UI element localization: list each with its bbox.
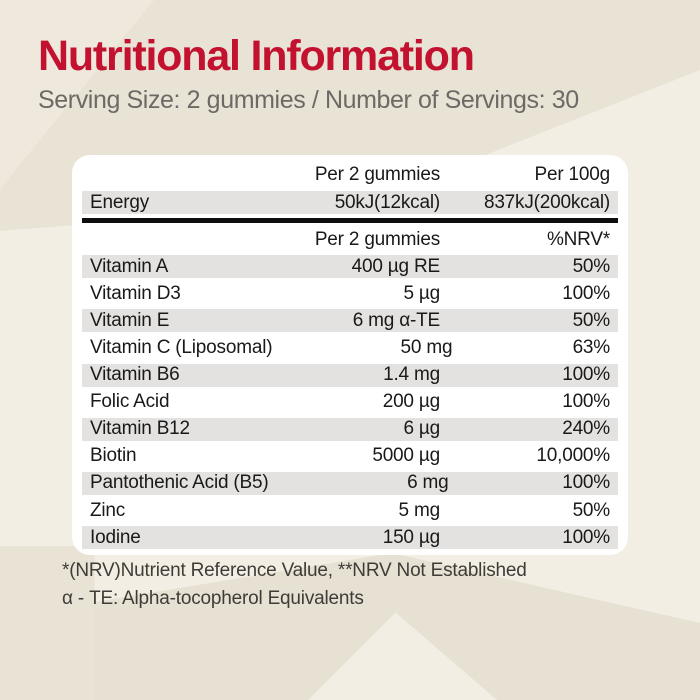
nutrient-amount: 1.4 mg — [383, 364, 440, 386]
footnote-alpha-te: α - TE: Alpha-tocopherol Equivalents — [62, 588, 364, 609]
nutrient-name: Vitamin B12 — [90, 418, 190, 440]
nutrient-nrv: 100% — [562, 472, 610, 494]
energy-header-per100: Per 100g — [534, 164, 610, 185]
nutrient-header-per2: Per 2 gummies — [314, 228, 440, 250]
nutrient-row: Vitamin A 400 µg RE 50% — [82, 253, 618, 281]
nutrient-row: Iodine 150 µg 100% — [82, 524, 618, 552]
nutrient-amount: 150 µg — [382, 526, 440, 548]
nutrient-nrv: 240% — [562, 418, 610, 440]
nutrient-nrv: 50% — [572, 255, 611, 277]
nutrient-nrv: 100% — [562, 282, 610, 304]
section-divider — [82, 218, 618, 224]
energy-header-per2: Per 2 gummies — [314, 164, 440, 185]
nutrient-amount: 50 mg — [400, 337, 453, 359]
nutrient-name: Iodine — [90, 526, 141, 548]
nutrient-row: Zinc 5 mg 50% — [82, 497, 618, 524]
energy-row: Energy 50kJ(12kcal) 837kJ(200kcal) — [82, 189, 618, 217]
nutrient-rows: Vitamin A 400 µg RE 50% Vitamin D3 5 µg 100% V… — [82, 253, 618, 552]
nutrient-row: Folic Acid 200 µg 100% — [82, 389, 618, 416]
page-title: Nutritional Information — [38, 32, 475, 80]
nutrient-name: Folic Acid — [90, 391, 170, 413]
header: Nutritional Information Serving Size: 2 … — [38, 32, 668, 115]
nutrient-amount: 5 µg — [403, 282, 440, 304]
nutrient-name: Vitamin C (Liposomal) — [90, 337, 273, 359]
nutrient-row: Pantothenic Acid (B5) 6 mg 100% — [82, 469, 618, 498]
footnote-nrv: *(NRV)Nutrient Reference Value, **NRV No… — [62, 560, 527, 581]
energy-header-row: Per 2 gummies Per 100g — [82, 161, 618, 189]
nutrition-table-card: Per 2 gummies Per 100g Energy 50kJ(12kca… — [72, 155, 628, 556]
nutrient-name: Vitamin E — [90, 309, 170, 331]
nutrient-row: Biotin 5000 µg 10,000% — [82, 443, 618, 470]
nutrient-row: Vitamin C (Liposomal) 50 mg 63% — [82, 334, 618, 361]
nutrient-header-nrv: %NRV* — [546, 228, 610, 250]
nutrient-nrv: 100% — [562, 364, 610, 386]
nutrient-nrv: 63% — [572, 337, 611, 359]
footnotes: *(NRV)Nutrient Reference Value, **NRV No… — [62, 557, 527, 613]
nutrient-name: Pantothenic Acid (B5) — [90, 472, 269, 494]
nutrient-nrv: 100% — [562, 526, 610, 548]
nutrient-row: Vitamin B12 6 µg 240% — [82, 415, 618, 443]
energy-name: Energy — [90, 191, 150, 213]
nutrient-amount: 6 mg α-TE — [352, 309, 441, 331]
energy-per2-value: 50kJ(12kcal) — [334, 191, 441, 213]
nutrient-name: Vitamin B6 — [90, 364, 180, 386]
serving-size-subtitle: Serving Size: 2 gummies / Number of Serv… — [38, 86, 579, 115]
nutrient-header-row: Per 2 gummies %NRV* — [82, 226, 618, 253]
nutrient-name: Vitamin A — [90, 255, 169, 277]
nutrient-name: Zinc — [90, 499, 126, 521]
nutrient-amount: 200 µg — [382, 391, 440, 413]
nutrient-nrv: 50% — [572, 309, 611, 331]
nutrient-amount: 6 mg — [407, 472, 449, 494]
nutrient-amount: 400 µg RE — [351, 255, 441, 277]
nutrient-name: Biotin — [90, 445, 137, 467]
nutrient-nrv: 10,000% — [536, 445, 610, 467]
nutrient-row: Vitamin D3 5 µg 100% — [82, 280, 618, 307]
nutrient-row: Vitamin E 6 mg α-TE 50% — [82, 307, 618, 335]
energy-per100-value: 837kJ(200kcal) — [483, 191, 610, 213]
nutrient-name: Vitamin D3 — [90, 282, 181, 304]
nutrient-row: Vitamin B6 1.4 mg 100% — [82, 361, 618, 389]
nutrient-amount: 5000 µg — [372, 445, 440, 467]
nutrient-nrv: 100% — [562, 391, 610, 413]
nutrient-amount: 5 mg — [398, 499, 441, 521]
nutrient-nrv: 50% — [572, 499, 611, 521]
nutrient-amount: 6 µg — [403, 418, 440, 440]
